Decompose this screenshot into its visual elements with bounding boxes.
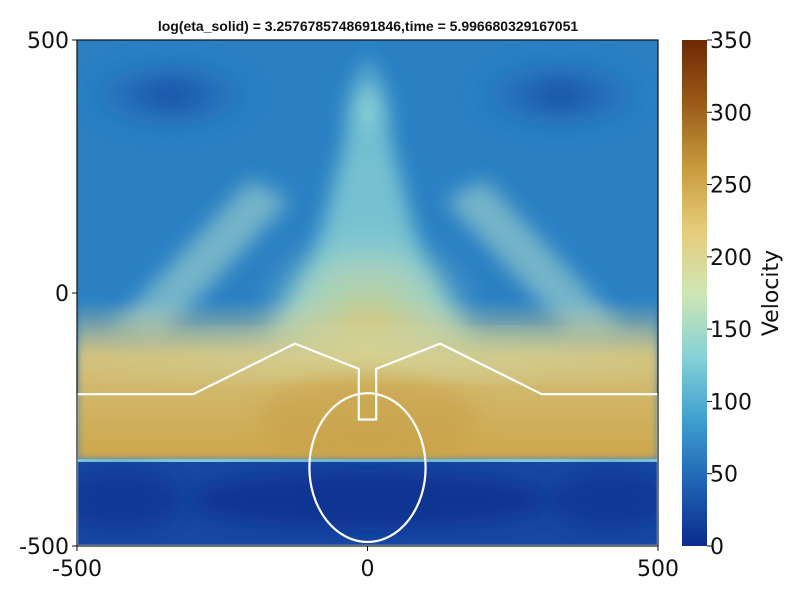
field-dark-region: [80, 55, 260, 135]
x-axis: -500 0 500: [52, 546, 679, 582]
colorbar: [682, 40, 707, 546]
field-interface: [77, 459, 658, 463]
y-tick-label: -500: [19, 535, 69, 560]
x-tick-label: -500: [52, 557, 102, 582]
boundary-circle: [308, 392, 427, 544]
field-plume-top: [338, 60, 398, 160]
colorbar-tick-label: 50: [710, 463, 738, 488]
field-bottom-dark: [188, 470, 548, 530]
colorbar-tick-label: 0: [710, 535, 724, 560]
colorbar-tick-label: 350: [710, 29, 752, 54]
colorbar-tick-label: 150: [710, 318, 752, 343]
chart-title: log(eta_solid) = 3.2576785748691846,time…: [158, 18, 579, 34]
field-bottom-dark: [77, 470, 180, 530]
colorbar-tick-label: 100: [710, 390, 752, 415]
colorbar-tick-label: 250: [710, 174, 752, 199]
field-dark-region: [470, 55, 650, 135]
field-bottom-dark: [550, 470, 658, 530]
y-tick-label: 500: [27, 29, 69, 54]
x-tick-label: 500: [637, 557, 679, 582]
velocity-field: [77, 40, 658, 546]
field-band-light: [77, 330, 658, 380]
colorbar-label: Velocity: [759, 250, 784, 336]
y-axis: 500 0 -500: [19, 29, 77, 560]
y-tick-label: 0: [55, 282, 69, 307]
colorbar-ticks: 350 300 250 200 150 100 50 0: [707, 29, 752, 560]
colorbar-tick-label: 200: [710, 246, 752, 271]
colorbar-tick-label: 300: [710, 101, 752, 126]
x-tick-label: 0: [361, 557, 375, 582]
